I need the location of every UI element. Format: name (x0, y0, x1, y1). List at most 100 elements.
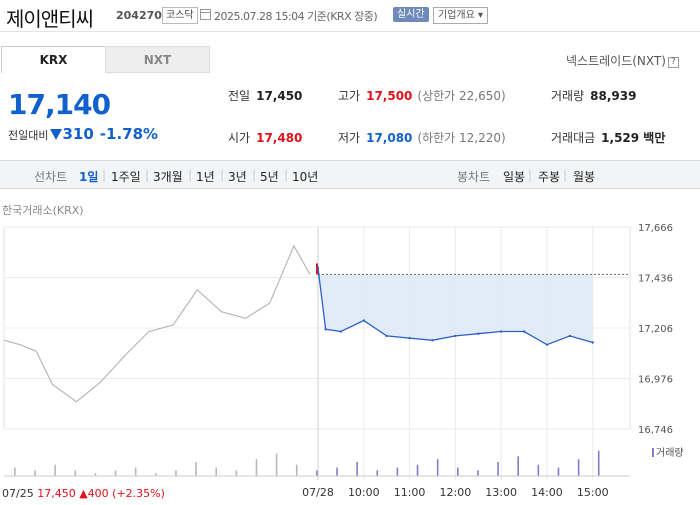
volume-bar (356, 462, 358, 476)
volume-bar (537, 464, 540, 476)
today-point (431, 339, 434, 342)
volume-bar (155, 473, 157, 476)
y-tick-label: 17,436 (638, 274, 673, 285)
stock-code: 204270 (116, 9, 162, 22)
volume-bar (215, 467, 217, 476)
realtime-button[interactable]: 실시간 (393, 7, 429, 22)
volume-swatch (652, 448, 654, 457)
stat-label: 거래량 (551, 89, 585, 103)
divider: | (284, 168, 289, 182)
period-5y[interactable]: 5년 (260, 170, 279, 184)
help-icon[interactable]: ? (667, 57, 679, 68)
today-point (522, 330, 526, 333)
prev-day-change: ▲400 (79, 487, 109, 500)
nextrade-label: 넥스트레이드(NXT) (566, 54, 666, 68)
period-daily[interactable]: 일봉 (503, 170, 526, 184)
x-tick-label: 12:00 (440, 486, 472, 499)
below-reference-fill (318, 267, 593, 345)
stat-label: 거래대금 (551, 131, 596, 145)
candle-chart-label: 봉차트 (457, 170, 491, 184)
divider: | (188, 168, 193, 182)
today-point (454, 334, 457, 338)
period-monthly[interactable]: 월봉 (573, 170, 596, 184)
today-point (568, 334, 572, 338)
today-line (317, 267, 593, 346)
volume-bar (74, 470, 77, 476)
volume-bar (175, 470, 177, 476)
today-point (545, 343, 549, 346)
change-label: 전일대비 (8, 129, 49, 142)
volume-bar (376, 470, 379, 476)
divider: | (252, 168, 257, 182)
volume-bar (517, 456, 519, 476)
volume-bar (235, 470, 238, 476)
x-tick-label: 15:00 (577, 486, 609, 499)
period-1w[interactable]: 1주일 (111, 170, 141, 184)
volume-bar (477, 470, 479, 476)
period-1d[interactable]: 1일 (79, 170, 99, 184)
volume-bar (457, 467, 459, 476)
stat-low: 저가 17,080 (하한가 12,220) (338, 129, 506, 146)
stat-value: 17,480 (256, 131, 303, 145)
down-arrow-icon (50, 129, 63, 140)
stat-open: 시가 17,480 (228, 129, 302, 146)
tab-nxt[interactable]: NXT (105, 46, 210, 73)
exchange-label: 한국거래소(KRX) (2, 204, 84, 217)
volume-bar (577, 459, 580, 476)
lower-limit: (하한가 12,220) (417, 131, 506, 145)
stat-value: 17,080 (366, 131, 413, 145)
company-name: 제이앤티씨 (6, 7, 94, 31)
prev-day-percent: (+2.35%) (112, 487, 165, 500)
y-tick-label: 17,206 (638, 324, 673, 335)
y-tick-label: 17,666 (638, 223, 673, 234)
volume-bar (436, 459, 439, 476)
divider: | (145, 168, 150, 182)
stat-label: 저가 (338, 131, 361, 145)
today-point (339, 330, 343, 333)
divider: | (563, 168, 568, 182)
y-tick-label: 16,746 (638, 425, 673, 436)
divider: | (220, 168, 225, 182)
today-point (591, 341, 594, 344)
volume-bar (316, 470, 318, 476)
stat-value: 1,529 백만 (601, 131, 666, 145)
volume-bar (114, 470, 117, 476)
volume-bar (497, 462, 499, 476)
stat-value: 17,450 (256, 89, 303, 103)
divider: | (102, 168, 107, 182)
volume-bar (255, 459, 258, 476)
current-price: 17,140 (8, 88, 111, 121)
stat-value: 17,500 (366, 89, 413, 103)
divider: | (528, 168, 533, 182)
volume-bar (597, 450, 600, 476)
x-tick-label: 13:00 (485, 486, 517, 499)
company-info-dropdown[interactable]: 기업개요 ▾ (433, 7, 488, 24)
stat-high: 고가 17,500 (상한가 22,650) (338, 87, 506, 104)
period-3y[interactable]: 3년 (228, 170, 247, 184)
today-point (362, 319, 365, 322)
x-tick-label: 10:00 (348, 486, 380, 499)
period-1y[interactable]: 1년 (196, 170, 215, 184)
volume-bar (94, 473, 97, 476)
volume-bar (275, 453, 278, 476)
today-point (477, 332, 480, 335)
volume-bar (54, 464, 56, 476)
volume-bar (336, 467, 338, 476)
upper-limit: (상한가 22,650) (417, 89, 506, 103)
period-weekly[interactable]: 주봉 (538, 170, 561, 184)
x-tick-label: 11:00 (394, 486, 426, 499)
nextrade-link[interactable]: 넥스트레이드(NXT)? (566, 52, 679, 69)
timestamp: 2025.07.28 15:04 기준(KRX 장중) (214, 10, 378, 23)
volume-bar (396, 467, 399, 476)
period-10y[interactable]: 10년 (292, 170, 319, 184)
price-change: 전일대비 310 -1.78% (8, 125, 158, 143)
chart-toolbar: 선차트 1일 | 1주일 | 3개월 | 1년 | 3년 | 5년 | 10년 … (0, 160, 700, 189)
stock-header: 제이앤티씨 204270 코스닥 2025.07.28 15:04 기준(KRX… (0, 0, 700, 32)
today-point (324, 328, 327, 331)
volume-bar (416, 464, 419, 476)
period-3m[interactable]: 3개월 (153, 170, 183, 184)
change-amount: 310 (62, 125, 94, 143)
line-chart-label: 선차트 (34, 170, 68, 184)
tab-krx[interactable]: KRX (1, 46, 106, 73)
